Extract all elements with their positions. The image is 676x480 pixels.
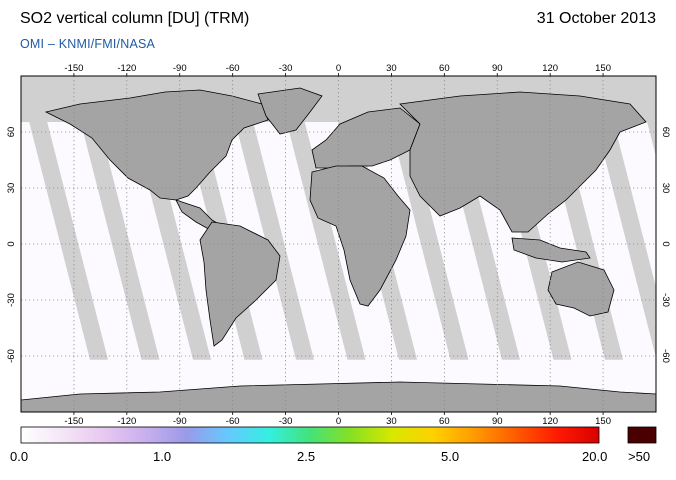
data-gap-swath xyxy=(77,109,160,360)
asia xyxy=(399,91,647,233)
colorbar-overflow-label: >50 xyxy=(628,449,651,464)
colorbar-label-1: 1.0 xyxy=(153,449,172,464)
africa xyxy=(309,165,411,307)
data-gap-swath xyxy=(232,109,314,360)
lon-tick-label-bottom: 60 xyxy=(439,416,450,427)
lat-tick-label-right: 60 xyxy=(660,127,671,138)
lon-tick-label-top: -150 xyxy=(64,63,83,74)
lon-tick-label-top: 120 xyxy=(542,63,558,74)
lat-tick-label-left: 0 xyxy=(6,241,17,246)
colorbar-label-2: 2.5 xyxy=(297,449,316,464)
lat-tick-label-right: 0 xyxy=(660,241,671,246)
lon-tick-label-top: 150 xyxy=(595,63,611,74)
lon-tick-label-top: -90 xyxy=(173,63,187,74)
australia xyxy=(547,261,615,317)
lon-tick-label-bottom: 120 xyxy=(542,416,558,427)
lat-tick-label-left: 60 xyxy=(6,127,17,138)
data-credit: OMI – KNMI/FMI/NASA xyxy=(20,37,156,51)
map-title: SO2 vertical column [DU] (TRM) xyxy=(20,10,250,27)
axis-ticks: -150 -150 -120 -120 -90 -90 -60 -60 -30 -30 0 0 30 30… xyxy=(6,63,671,427)
lon-tick-label-top: 90 xyxy=(492,63,503,74)
map-date: 31 October 2013 xyxy=(536,10,656,27)
overflow-swatch xyxy=(627,426,657,444)
greenland xyxy=(257,87,323,135)
lon-tick-label-bottom: 0 xyxy=(336,416,341,427)
data-gap-swath xyxy=(592,109,656,358)
lon-tick-label-top: 30 xyxy=(386,63,397,74)
lon-tick-label-top: -120 xyxy=(117,63,136,74)
lon-tick-label-bottom: -150 xyxy=(64,416,83,427)
south-america xyxy=(199,221,281,347)
lon-tick-label-top: -30 xyxy=(279,63,293,74)
lon-tick-label-bottom: 90 xyxy=(492,416,503,427)
lon-tick-label-bottom: 30 xyxy=(386,416,397,427)
lon-tick-label-bottom: -30 xyxy=(279,416,293,427)
lat-tick-label-left: 30 xyxy=(6,183,17,194)
data-gap-swath xyxy=(386,109,469,360)
gridlines xyxy=(21,76,656,412)
colorbar xyxy=(20,426,600,444)
colorbar-label-3: 5.0 xyxy=(441,449,460,464)
data-gap-swath xyxy=(26,109,108,360)
colorbar-label-0: 0.0 xyxy=(10,449,29,464)
lon-tick-label-bottom: 150 xyxy=(595,416,611,427)
north-america xyxy=(44,89,269,201)
data-gap-swath xyxy=(644,109,656,157)
lon-tick-label-bottom: -60 xyxy=(226,416,240,427)
lon-tick-label-top: 0 xyxy=(336,63,341,74)
data-gap-swath xyxy=(283,109,366,360)
lon-tick-label-top: -60 xyxy=(226,63,240,74)
indonesia xyxy=(511,237,591,263)
lat-tick-label-left: -30 xyxy=(6,293,17,307)
colorbar-label-4: 20.0 xyxy=(582,449,608,464)
lat-tick-label-right: -30 xyxy=(660,293,671,307)
lon-tick-label-bottom: -90 xyxy=(173,416,187,427)
lon-tick-label-top: 60 xyxy=(439,63,450,74)
lat-tick-label-right: -60 xyxy=(660,349,671,363)
lon-tick-label-bottom: -120 xyxy=(117,416,136,427)
lat-tick-label-right: 30 xyxy=(660,183,671,194)
lat-tick-label-left: -60 xyxy=(6,349,17,363)
